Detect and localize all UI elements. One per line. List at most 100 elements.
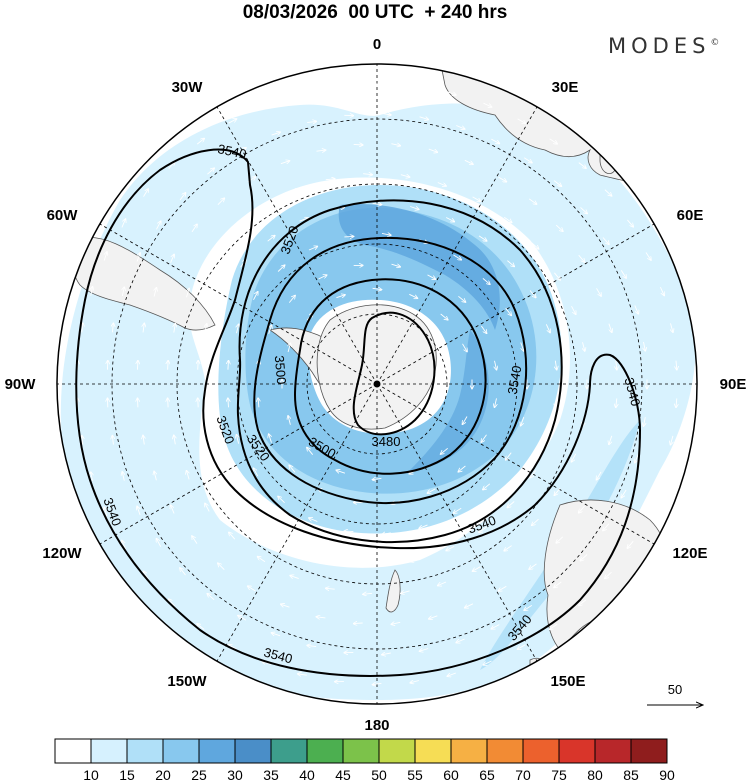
wind-vector: [518, 644, 526, 649]
wind-vector: [381, 233, 391, 235]
copyright-mark: ©: [710, 38, 720, 48]
colorbar-tick-label: 35: [263, 767, 279, 782]
wind-vector: [290, 189, 299, 193]
wind-vector: [554, 272, 560, 280]
lon-label-150e: 150E: [550, 673, 585, 690]
wind-vector: [143, 324, 144, 333]
wind-vector: [447, 91, 455, 95]
wind-vector: [154, 288, 156, 297]
wind-vector: [228, 119, 237, 124]
wind-vector: [462, 343, 468, 352]
wind-vector: [671, 323, 673, 332]
wind-vector: [267, 236, 275, 242]
wind-vector: [427, 274, 436, 279]
contour-label: 3540: [216, 141, 247, 162]
wind-vector: [228, 229, 235, 236]
wind-vector: [272, 633, 281, 637]
wind-vector: [581, 554, 588, 561]
map-title: 08/03/2026 00 UTC + 240 hrs: [242, 2, 508, 23]
lon-label-90w: 90W: [5, 376, 37, 393]
wind-vector: [335, 560, 345, 561]
colorbar-swatch: [414, 738, 452, 764]
wind-vector: [288, 343, 290, 353]
colorbar-tick-label: 25: [191, 767, 207, 782]
antarctica-landmass: [316, 304, 437, 430]
wind-vector: [520, 342, 524, 351]
colorbar-tick-label: 45: [335, 767, 351, 782]
wind-vector: [401, 591, 410, 593]
wind-vector: [479, 526, 487, 532]
wind-vector: [382, 653, 391, 655]
wind-vector: [550, 623, 558, 629]
wind-vector: [428, 488, 436, 493]
wind-vector: [262, 662, 271, 665]
colorbar-tick-label: 55: [407, 767, 423, 782]
wind-vector: [446, 545, 455, 550]
wind-vector: [507, 260, 514, 267]
colorbar-tick-label: 30: [227, 767, 243, 782]
wind-vector: [410, 85, 419, 87]
wind-vector: [445, 217, 454, 222]
wind-vector: [257, 206, 265, 212]
lon-label-120w: 120W: [42, 545, 82, 562]
wind-vector: [205, 324, 207, 333]
wind-vector: [197, 624, 205, 630]
meridian-line: [99, 223, 378, 385]
new-zealand-landmass: [385, 569, 401, 613]
wind-vector: [217, 198, 224, 206]
wind-vector: [344, 531, 354, 532]
wind-vector: [336, 295, 345, 299]
wind-vector: [204, 257, 209, 265]
wind-vector: [440, 313, 448, 320]
wind-vector: [307, 448, 314, 455]
wind-vector: [297, 93, 307, 94]
wind-vector: [207, 168, 214, 175]
wind-vector: [144, 571, 149, 580]
wind-vector: [531, 242, 539, 249]
wind-vector: [281, 604, 290, 608]
wind-vector: [187, 471, 190, 480]
wind-vector: [299, 218, 308, 222]
wind-vector: [122, 541, 126, 550]
wind-vector: [603, 523, 610, 531]
wind-vector: [112, 323, 113, 333]
wind-vector: [91, 287, 93, 296]
wind-vector: [528, 198, 536, 204]
wind-vector: [82, 436, 83, 445]
colorbar: 10 15 20 25 30 35 40 45 50 55 60 65 70 75 80 85 90: [54, 738, 675, 782]
wind-vector: [483, 660, 492, 665]
wind-vector: [545, 324, 550, 332]
wind-vector: [572, 453, 577, 462]
wind-shading-max: [338, 204, 500, 330]
wind-vector: [219, 290, 223, 299]
wind-vector: [616, 398, 617, 407]
colorbar-swatch: [162, 738, 200, 764]
wind-vector: [671, 435, 673, 445]
colorbar-swatch: [306, 738, 344, 764]
colorbar-swatch: [54, 738, 92, 764]
wind-vector: [453, 254, 462, 260]
wind-vector: [644, 417, 646, 426]
contour-label: 3540: [262, 645, 294, 667]
reference-vector-label: 50: [668, 682, 682, 697]
wind-vector: [363, 593, 373, 594]
wind-vector: [237, 148, 246, 153]
wind-vector: [556, 536, 564, 543]
graticule: [57, 64, 697, 704]
wind-vector: [579, 505, 585, 513]
wind-vector: [578, 162, 586, 169]
wind-vector: [122, 287, 124, 297]
wind-vector: [532, 518, 539, 525]
contour-label: 3540: [505, 364, 525, 395]
wind-vector: [391, 144, 400, 146]
wind-vector: [441, 447, 448, 454]
wind-vector: [499, 585, 507, 591]
wind-vector: [271, 132, 281, 136]
colorbar-swatch: [594, 738, 632, 764]
wind-vector: [157, 539, 162, 547]
wind-vector: [171, 505, 175, 514]
wind-vector: [483, 483, 491, 490]
wind-vector: [579, 599, 587, 606]
wind-vector: [521, 416, 525, 425]
colorbar-swatch: [522, 738, 560, 764]
